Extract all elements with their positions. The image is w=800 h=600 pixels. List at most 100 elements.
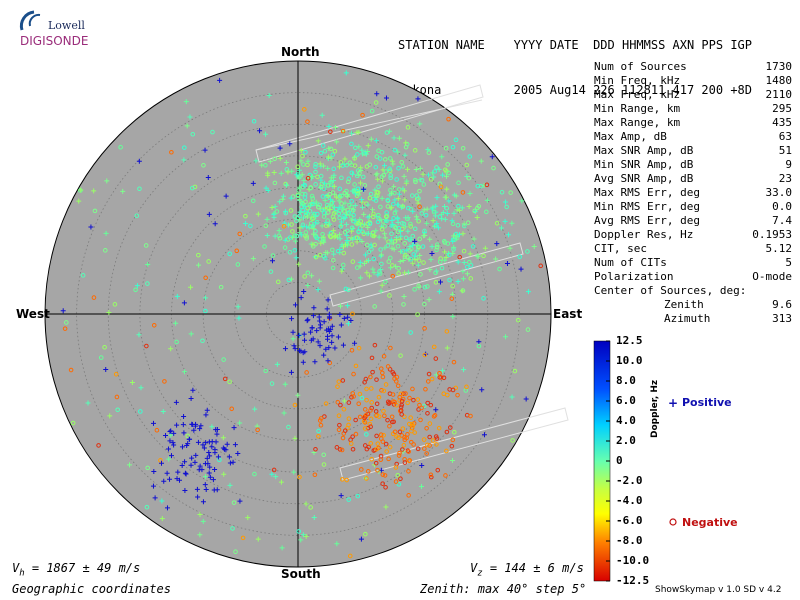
source-point: [392, 429, 398, 435]
source-point: [456, 180, 461, 186]
source-point: [383, 169, 389, 174]
source-point: [189, 421, 195, 427]
source-point: [334, 445, 340, 450]
source-point: [197, 532, 203, 538]
source-point: [345, 314, 351, 320]
source-point: [305, 283, 311, 289]
colorbar-tick-label: 4.0: [616, 414, 636, 427]
source-point: [252, 471, 257, 477]
source-point: [374, 433, 379, 439]
source-point: [103, 230, 109, 236]
source-point: [379, 261, 384, 267]
source-point: [373, 409, 379, 414]
source-point: [419, 484, 425, 490]
source-point: [151, 468, 157, 474]
source-point: [408, 221, 413, 227]
negative-marker: [669, 518, 677, 526]
source-point: [339, 268, 345, 274]
source-point: [269, 258, 275, 264]
source-point: [326, 183, 331, 188]
colorbar-tick-label: 2.0: [616, 434, 636, 447]
source-point: [374, 446, 379, 452]
label-north: North: [281, 45, 320, 59]
source-point: [398, 404, 404, 410]
source-point: [296, 261, 302, 267]
source-point: [397, 236, 403, 242]
source-point: [201, 162, 206, 168]
source-point: [76, 198, 82, 204]
source-point: [308, 337, 314, 343]
source-point: [316, 428, 321, 434]
source-point: [383, 214, 389, 220]
source-point: [297, 213, 302, 219]
source-point: [145, 465, 150, 471]
source-point: [340, 266, 346, 272]
source-point: [422, 233, 428, 239]
source-point: [338, 493, 344, 499]
source-point: [472, 208, 477, 214]
source-point: [457, 232, 462, 238]
source-point: [378, 266, 384, 272]
source-point: [385, 364, 391, 369]
source-point: [259, 162, 265, 168]
source-point: [315, 339, 321, 345]
source-point: [171, 442, 177, 448]
source-point: [103, 248, 108, 253]
source-point: [288, 195, 294, 201]
stat-label: Min Freq, kHz: [594, 74, 681, 87]
source-point: [330, 152, 336, 157]
bottom-left-info: Vh = 1867 ± 49 m/s Geographic coordinate…: [12, 560, 171, 597]
source-point: [437, 279, 443, 285]
source-point: [145, 262, 151, 268]
stat-label: Min Range, km: [594, 102, 681, 115]
source-point: [182, 459, 188, 465]
source-point: [350, 434, 355, 439]
source-point: [437, 370, 442, 376]
source-point: [389, 245, 395, 251]
source-point: [316, 204, 321, 210]
source-point: [412, 148, 418, 153]
source-point: [322, 180, 328, 186]
source-point: [422, 301, 427, 307]
stats-panel: Num of Sources 1730 Min Freq, kHz 1480 Max F…: [594, 60, 792, 326]
source-point: [451, 233, 457, 239]
source-point: [444, 186, 450, 192]
source-point: [301, 331, 307, 337]
source-point: [292, 402, 298, 408]
source-point: [413, 166, 419, 172]
source-point: [433, 356, 439, 361]
source-point: [224, 441, 230, 447]
source-point: [376, 148, 381, 153]
source-point: [271, 467, 277, 473]
source-point: [234, 248, 240, 254]
source-point: [184, 123, 190, 129]
source-point: [325, 154, 331, 160]
source-point: [327, 196, 333, 202]
source-point: [227, 251, 233, 257]
source-point: [64, 320, 69, 325]
source-point: [371, 256, 377, 262]
source-point: [417, 165, 423, 171]
source-point: [374, 189, 380, 195]
source-point: [442, 249, 448, 255]
source-point: [277, 155, 283, 161]
source-point: [200, 442, 206, 448]
source-point: [344, 232, 350, 238]
source-point: [361, 211, 367, 217]
source-point: [384, 449, 389, 454]
source-point: [398, 233, 404, 239]
source-point: [265, 172, 271, 178]
source-point: [405, 228, 411, 234]
instrument-outlines: [255, 84, 569, 481]
source-point: [278, 479, 284, 485]
source-point: [460, 145, 466, 151]
source-point: [402, 152, 408, 158]
source-point: [387, 444, 393, 450]
source-point: [332, 345, 338, 351]
source-point: [310, 216, 315, 221]
source-point: [390, 161, 396, 167]
source-point: [378, 453, 384, 459]
source-point: [200, 499, 206, 505]
source-point: [313, 228, 318, 234]
source-point: [349, 130, 355, 136]
